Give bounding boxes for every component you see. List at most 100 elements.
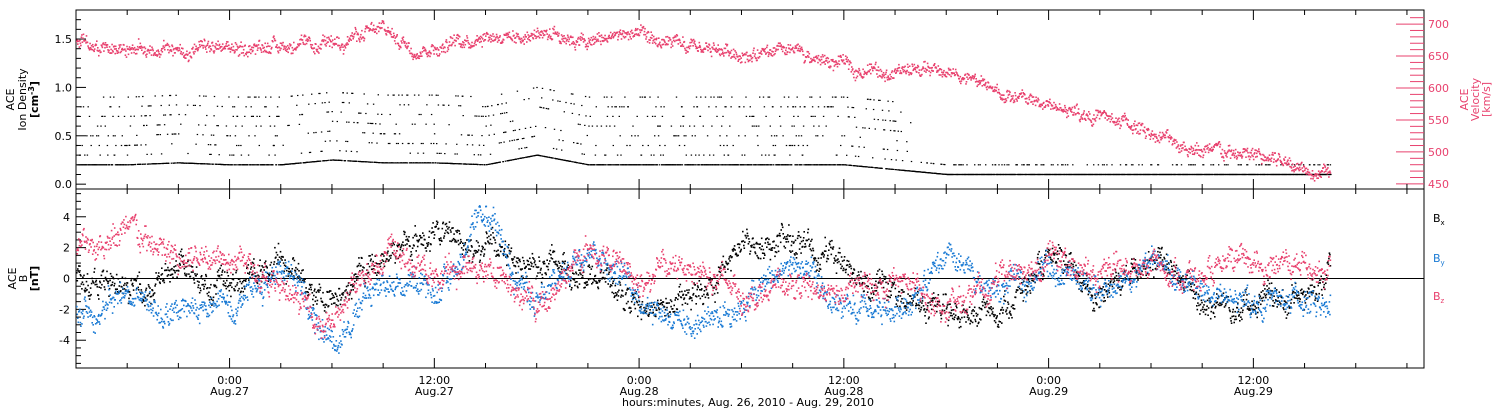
- data-point: [725, 106, 727, 108]
- data-point: [1157, 164, 1160, 166]
- data-point: [205, 45, 208, 47]
- data-point: [205, 163, 208, 165]
- data-point: [350, 160, 352, 162]
- data-point: [671, 45, 674, 47]
- data-point: [622, 35, 625, 38]
- data-point: [1101, 173, 1103, 176]
- data-point: [815, 135, 817, 137]
- data-point: [162, 45, 165, 47]
- data-point: [254, 164, 257, 166]
- data-point: [460, 43, 463, 45]
- data-point: [623, 30, 625, 33]
- data-point: [451, 43, 453, 46]
- data-point: [443, 162, 446, 164]
- data-point: [552, 147, 555, 150]
- data-point: [221, 105, 223, 108]
- data-point: [242, 52, 244, 54]
- data-point: [387, 162, 389, 164]
- data-point: [962, 173, 964, 176]
- data-point: [417, 55, 420, 57]
- data-point: [134, 163, 137, 166]
- data-point: [227, 41, 229, 43]
- data-point: [477, 154, 480, 156]
- data-point: [868, 166, 870, 168]
- data-point: [228, 44, 230, 47]
- data-point: [130, 52, 133, 54]
- data-point: [709, 48, 711, 50]
- data-point: [591, 44, 593, 46]
- data-point: [761, 47, 763, 50]
- data-point: [589, 39, 591, 41]
- data-point: [99, 154, 101, 156]
- data-point: [389, 142, 391, 145]
- data-point: [718, 53, 721, 55]
- data-point: [112, 115, 114, 117]
- data-point: [296, 162, 298, 164]
- data-point: [141, 49, 143, 51]
- data-point: [723, 154, 725, 156]
- data-point: [619, 29, 622, 31]
- data-point: [407, 104, 410, 106]
- data-point: [872, 166, 874, 169]
- data-point: [822, 164, 824, 166]
- data-point: [930, 172, 932, 174]
- data-point: [359, 40, 361, 43]
- data-point: [103, 43, 106, 46]
- data-point: [604, 34, 606, 37]
- data-point: [261, 44, 264, 47]
- data-point: [511, 159, 513, 161]
- data-point: [247, 96, 249, 98]
- data-point: [339, 49, 342, 51]
- data-point: [255, 45, 257, 48]
- data-point: [799, 47, 802, 50]
- data-point: [277, 51, 280, 54]
- data-point: [780, 44, 782, 46]
- data-point: [1009, 91, 1011, 93]
- data-point: [419, 55, 421, 57]
- data-point: [977, 173, 979, 176]
- data-point: [1218, 164, 1220, 166]
- data-point: [291, 95, 293, 97]
- data-point: [848, 164, 850, 166]
- data-point: [885, 69, 888, 72]
- data-point: [144, 47, 147, 50]
- data-point: [490, 163, 492, 165]
- data-point: [149, 163, 152, 165]
- data-point: [940, 173, 943, 175]
- data-point: [1187, 173, 1190, 176]
- data-point: [665, 36, 667, 38]
- data-point: [418, 113, 420, 116]
- data-point: [809, 96, 811, 98]
- data-point: [503, 131, 505, 134]
- data-point: [634, 135, 636, 137]
- data-point: [624, 96, 626, 98]
- data-point: [565, 42, 567, 45]
- data-point: [346, 42, 348, 44]
- data-point: [768, 53, 770, 56]
- data-point: [995, 89, 997, 92]
- data-point: [1019, 93, 1022, 96]
- data-point: [104, 46, 106, 49]
- data-point: [762, 48, 765, 50]
- data-point: [369, 161, 371, 163]
- data-point: [187, 53, 189, 56]
- data-point: [1025, 101, 1027, 103]
- data-point: [541, 155, 543, 157]
- data-point: [989, 85, 992, 88]
- data-point: [606, 96, 608, 98]
- data-point: [558, 158, 561, 160]
- data-point: [341, 101, 344, 104]
- data-point: [814, 60, 816, 63]
- data-point: [170, 114, 172, 116]
- data-point: [874, 63, 877, 66]
- data-point: [884, 158, 886, 160]
- data-point: [683, 135, 685, 137]
- data-point: [265, 50, 267, 53]
- data-point: [428, 51, 430, 54]
- data-point: [882, 75, 884, 78]
- data-point: [997, 91, 999, 94]
- data-point: [264, 106, 266, 108]
- data-point: [687, 46, 690, 48]
- data-point: [456, 143, 458, 145]
- data-point: [587, 164, 590, 166]
